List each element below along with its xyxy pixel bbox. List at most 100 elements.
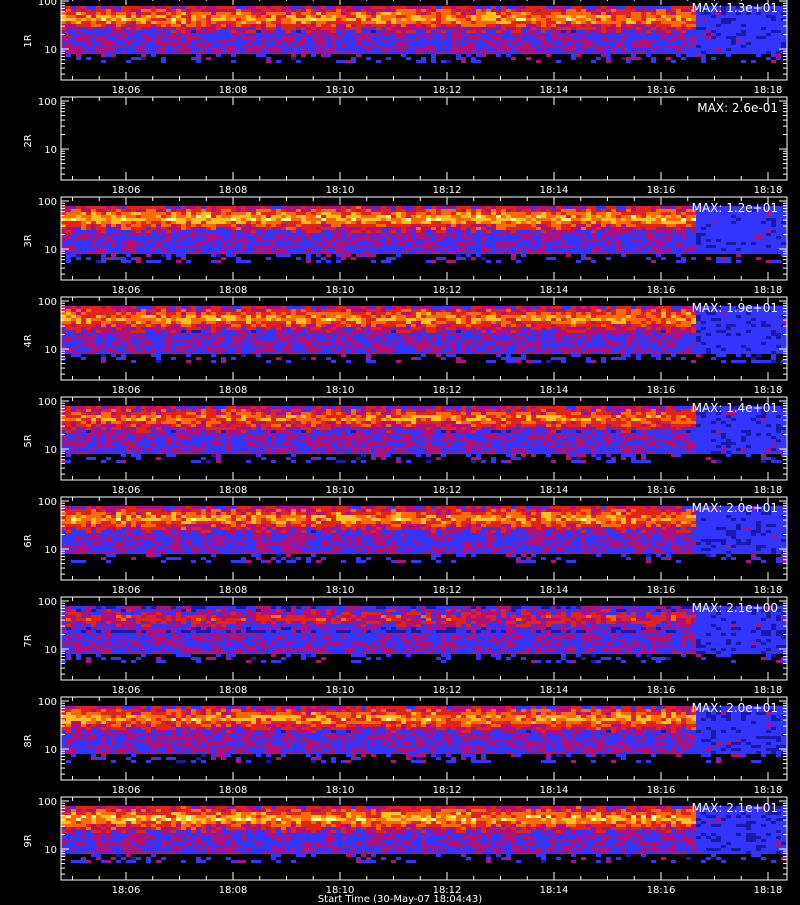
heatmap-cell (636, 6, 641, 9)
heatmap-cell (186, 15, 191, 18)
heatmap-cell (476, 212, 481, 215)
heatmap-cell (731, 245, 736, 248)
heatmap-cell (621, 248, 626, 251)
heatmap-cell (566, 48, 571, 51)
heatmap-cell (146, 242, 151, 245)
heatmap-cell (446, 42, 451, 45)
heatmap-cell (126, 221, 131, 224)
heatmap-cell (776, 15, 781, 18)
heatmap-cell (446, 6, 451, 9)
heatmap-cell (641, 51, 646, 54)
heatmap-cell (151, 260, 156, 263)
heatmap-cell (601, 9, 606, 12)
heatmap-cell (716, 230, 721, 233)
heatmap-cell (121, 33, 126, 36)
heatmap-cell (256, 18, 261, 21)
heatmap-cell (596, 33, 601, 36)
heatmap-cell (646, 42, 651, 45)
heatmap-cell (271, 12, 276, 15)
heatmap-cell (671, 33, 676, 36)
heatmap-cell (746, 30, 751, 33)
heatmap-cell (446, 209, 451, 212)
heatmap-cell (666, 6, 671, 9)
heatmap-cell (546, 251, 551, 254)
heatmap-cell (111, 215, 116, 218)
heatmap-cell (611, 242, 616, 245)
heatmap-cell (516, 251, 521, 254)
heatmap-cell (176, 6, 181, 9)
heatmap-cell (266, 9, 271, 12)
heatmap-cell (381, 242, 386, 245)
heatmap-cell (691, 236, 696, 239)
heatmap-cell (366, 39, 371, 42)
heatmap-cell (591, 18, 596, 21)
heatmap-cell (86, 12, 91, 15)
heatmap-cell (661, 257, 666, 260)
heatmap-cell (656, 215, 661, 218)
heatmap-cell (731, 48, 736, 51)
heatmap-cell (541, 218, 546, 221)
heatmap-cell (486, 215, 491, 218)
heatmap-cell (481, 221, 486, 224)
heatmap-cell (591, 260, 596, 263)
heatmap-cell (96, 42, 101, 45)
heatmap-cell (376, 227, 381, 230)
heatmap-cell (481, 21, 486, 24)
heatmap-cell (636, 27, 641, 30)
heatmap-cell (191, 221, 196, 224)
heatmap-cell (646, 248, 651, 251)
heatmap-cell (131, 30, 136, 33)
heatmap-cell (281, 242, 286, 245)
heatmap-cell (266, 57, 271, 60)
heatmap-cell (726, 21, 731, 24)
heatmap-cell (411, 251, 416, 254)
heatmap-cell (251, 239, 256, 242)
heatmap-cell (571, 245, 576, 248)
heatmap-cell (556, 51, 561, 54)
heatmap-cell (126, 18, 131, 21)
heatmap-cell (731, 221, 736, 224)
heatmap-cell (86, 218, 91, 221)
heatmap-cell (721, 42, 726, 45)
heatmap-cell (651, 248, 656, 251)
heatmap-cell (126, 12, 131, 15)
heatmap-cell (461, 242, 466, 245)
heatmap-cell (386, 27, 391, 30)
heatmap-cell (401, 51, 406, 54)
heatmap-cell (691, 36, 696, 39)
heatmap-cell (311, 239, 316, 242)
heatmap-cell (331, 239, 336, 242)
heatmap-cell (426, 45, 431, 48)
heatmap-cell (381, 39, 386, 42)
heatmap-cell (276, 60, 281, 63)
heatmap-cell (591, 251, 596, 254)
heatmap-cell (386, 30, 391, 33)
heatmap-cell (766, 45, 771, 48)
heatmap-cell (496, 224, 501, 227)
heatmap-cell (211, 242, 216, 245)
heatmap-cell (551, 245, 556, 248)
heatmap-cell (456, 221, 461, 224)
heatmap-cell (451, 209, 456, 212)
heatmap-cell (551, 242, 556, 245)
heatmap-cell (196, 6, 201, 9)
heatmap-cell (591, 27, 596, 30)
heatmap-cell (366, 251, 371, 254)
heatmap-cell (621, 33, 626, 36)
heatmap-cell (581, 239, 586, 242)
heatmap-cell (371, 33, 376, 36)
heatmap-cell (756, 48, 761, 51)
heatmap-cell (411, 18, 416, 21)
heatmap-cell (216, 239, 221, 242)
heatmap-cell (401, 224, 406, 227)
heatmap-cell (356, 206, 361, 209)
heatmap-cell (86, 57, 91, 60)
heatmap-cell (421, 9, 426, 12)
heatmap-cell (211, 218, 216, 221)
heatmap-cell (586, 48, 591, 51)
x-tick-label: 18:12 (433, 85, 462, 96)
heatmap-cell (611, 33, 616, 36)
heatmap-cell (416, 51, 421, 54)
heatmap-cell (536, 39, 541, 42)
